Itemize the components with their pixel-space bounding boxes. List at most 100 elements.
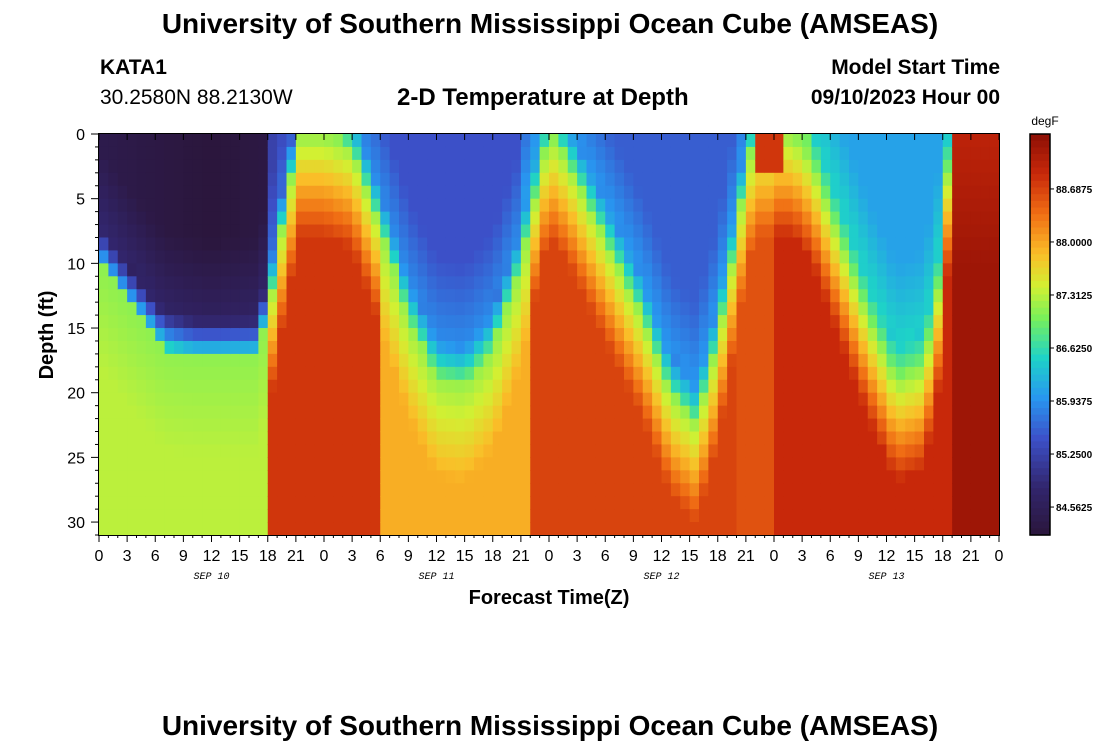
heatmap-cell bbox=[399, 315, 409, 329]
heatmap-cell bbox=[745, 289, 756, 303]
heatmap-cell bbox=[924, 263, 934, 277]
heatmap-cell bbox=[567, 509, 578, 523]
heatmap-cell bbox=[670, 509, 681, 523]
heatmap-cell bbox=[736, 483, 747, 497]
heatmap-cell bbox=[174, 509, 184, 523]
heatmap-cell bbox=[192, 470, 203, 484]
heatmap-cell bbox=[389, 185, 400, 200]
heatmap-cell bbox=[99, 405, 109, 420]
heatmap-cell bbox=[924, 328, 934, 342]
heatmap-cell bbox=[783, 431, 794, 446]
heatmap-cell bbox=[577, 289, 588, 303]
heatmap-cell bbox=[942, 379, 953, 394]
heatmap-cell bbox=[877, 185, 888, 200]
heatmap-cell bbox=[99, 172, 109, 187]
heatmap-cell bbox=[961, 263, 972, 277]
heatmap-cell bbox=[230, 185, 241, 200]
heatmap-cell bbox=[736, 289, 747, 303]
heatmap-cell bbox=[361, 444, 372, 458]
heatmap-cell bbox=[530, 431, 541, 446]
heatmap-cell bbox=[633, 185, 644, 200]
heatmap-cell bbox=[202, 392, 213, 407]
heatmap-cell bbox=[811, 172, 822, 187]
heatmap-cell bbox=[474, 289, 484, 303]
heatmap-cell bbox=[680, 496, 691, 510]
heatmap-cell bbox=[520, 328, 531, 342]
heatmap-cell bbox=[914, 159, 925, 174]
heatmap-cell bbox=[380, 496, 391, 510]
heatmap-cell bbox=[614, 366, 625, 381]
heatmap-cell bbox=[914, 379, 925, 394]
heatmap-cell bbox=[961, 328, 972, 342]
heatmap-cell bbox=[314, 172, 325, 187]
heatmap-cell bbox=[558, 211, 569, 226]
heatmap-cell bbox=[258, 159, 269, 174]
heatmap-cell bbox=[277, 470, 288, 484]
heatmap-cell bbox=[145, 483, 156, 497]
heatmap-cell bbox=[961, 366, 972, 381]
heatmap-cell bbox=[417, 483, 428, 497]
heatmap-cell bbox=[736, 263, 747, 277]
heatmap-cell bbox=[642, 276, 653, 290]
heatmap-cell bbox=[952, 431, 963, 446]
heatmap-cell bbox=[717, 392, 728, 407]
heatmap-cell bbox=[520, 353, 531, 368]
heatmap-cell bbox=[670, 522, 681, 536]
heatmap-cell bbox=[258, 392, 269, 407]
heatmap-cell bbox=[502, 483, 513, 497]
heatmap-cell bbox=[924, 509, 934, 523]
heatmap-cell bbox=[389, 522, 400, 536]
heatmap-cell bbox=[464, 172, 475, 187]
heatmap-cell bbox=[145, 211, 156, 226]
heatmap-cell bbox=[933, 159, 944, 174]
heatmap-cell bbox=[914, 211, 925, 226]
heatmap-cell bbox=[895, 496, 906, 510]
heatmap-cell bbox=[502, 366, 513, 381]
heatmap-cell bbox=[164, 431, 175, 446]
heatmap-cell bbox=[970, 134, 981, 148]
heatmap-cell bbox=[352, 418, 363, 433]
heatmap-cell bbox=[652, 470, 663, 484]
heatmap-cell bbox=[624, 146, 634, 161]
heatmap-cell bbox=[174, 483, 184, 497]
heatmap-cell bbox=[980, 496, 991, 510]
heatmap-cell bbox=[314, 328, 325, 342]
heatmap-cell bbox=[792, 483, 803, 497]
heatmap-cell bbox=[352, 444, 363, 458]
heatmap-cell bbox=[370, 185, 381, 200]
heatmap-cell bbox=[408, 522, 419, 536]
heatmap-cell bbox=[783, 250, 794, 264]
heatmap-cell bbox=[577, 353, 588, 368]
heatmap-cell bbox=[492, 276, 503, 290]
heatmap-cell bbox=[286, 431, 297, 446]
heatmap-cell bbox=[867, 211, 878, 226]
heatmap-cell bbox=[839, 483, 850, 497]
heatmap-cell bbox=[192, 457, 203, 471]
heatmap-cell bbox=[933, 431, 944, 446]
heatmap-cell bbox=[539, 146, 550, 161]
heatmap-cell bbox=[605, 470, 616, 484]
heatmap-cell bbox=[239, 444, 250, 458]
heatmap-cell bbox=[867, 146, 878, 161]
x-tick-label: 9 bbox=[404, 548, 413, 565]
heatmap-cell bbox=[333, 224, 344, 239]
heatmap-cell bbox=[867, 250, 878, 264]
heatmap-cell bbox=[352, 276, 363, 290]
heatmap-cell bbox=[952, 405, 963, 420]
heatmap-cell bbox=[792, 302, 803, 316]
heatmap-cell bbox=[183, 237, 194, 252]
heatmap-cell bbox=[924, 483, 934, 497]
heatmap-cell bbox=[877, 237, 888, 252]
heatmap-cell bbox=[661, 366, 672, 381]
heatmap-cell bbox=[558, 185, 569, 200]
heatmap-cell bbox=[895, 522, 906, 536]
heatmap-cell bbox=[99, 250, 109, 264]
heatmap-cell bbox=[680, 431, 691, 446]
heatmap-cell bbox=[895, 159, 906, 174]
heatmap-cell bbox=[624, 470, 634, 484]
heatmap-cell bbox=[277, 431, 288, 446]
heatmap-cell bbox=[886, 457, 897, 471]
heatmap-cell bbox=[136, 379, 147, 394]
heatmap-cell bbox=[230, 405, 241, 420]
x-tick-label: 0 bbox=[995, 548, 1004, 565]
